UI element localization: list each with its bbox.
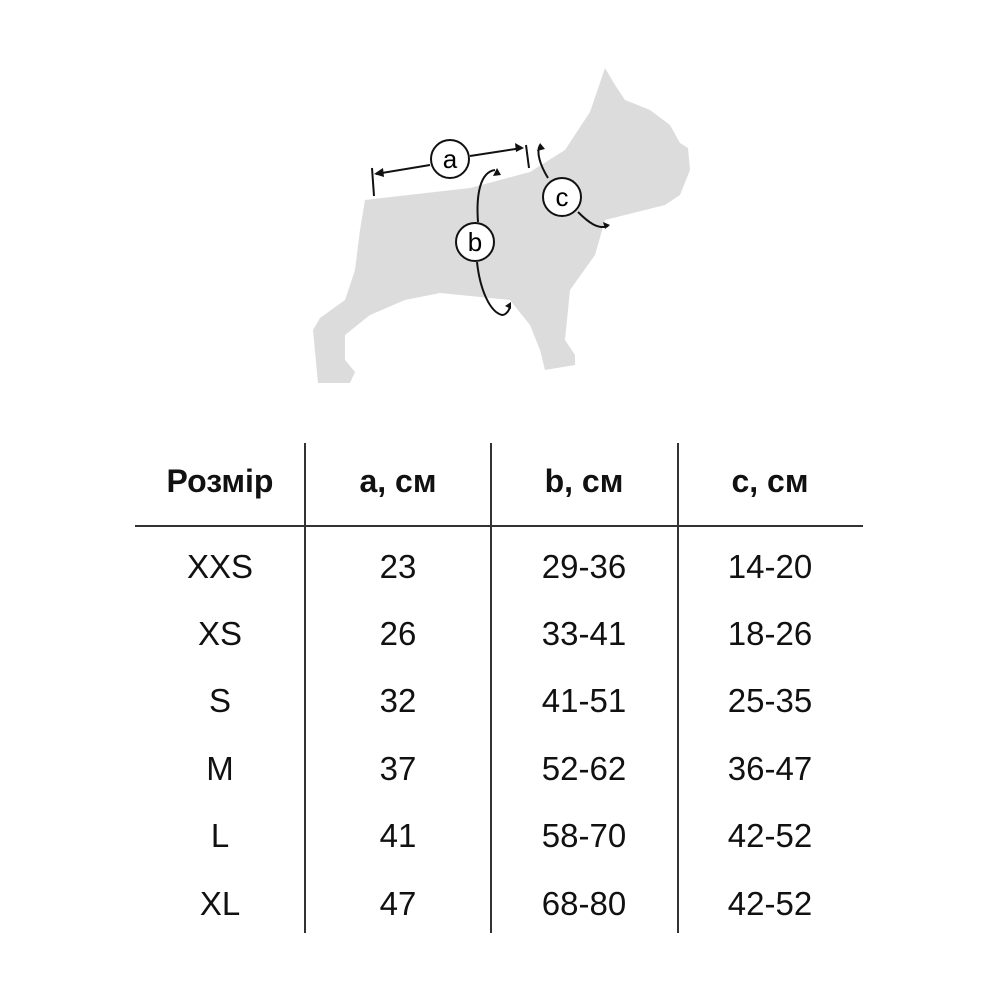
table-cell: 37 <box>379 750 417 787</box>
column-divider <box>677 443 679 933</box>
table-cell: 26 <box>379 615 417 652</box>
table-cell: 58-70 <box>541 817 627 854</box>
label-a-marker: a <box>430 139 470 179</box>
svg-text:a: a <box>443 144 458 174</box>
header-divider <box>135 525 863 527</box>
table-cell: 33-41 <box>541 615 627 652</box>
table-cell: 41 <box>379 817 417 854</box>
table-cell: 29-36 <box>541 548 627 585</box>
table-cell: XL <box>199 885 241 922</box>
table-cell: XS <box>197 615 243 652</box>
measurement-lines <box>371 144 609 317</box>
table-cell: 42-52 <box>727 817 813 854</box>
label-c-marker: c <box>542 177 582 217</box>
table-cell: 36-47 <box>727 750 813 787</box>
column-header: b, см <box>544 463 624 499</box>
column-header: Розмір <box>166 463 274 499</box>
table-cell: 42-52 <box>727 885 813 922</box>
column-header: a, см <box>359 463 437 499</box>
column-header: c, см <box>731 463 809 499</box>
table-cell: 41-51 <box>541 682 627 719</box>
table-cell: L <box>210 817 230 854</box>
table-cell: 18-26 <box>727 615 813 652</box>
table-cell: 14-20 <box>727 548 813 585</box>
svg-text:b: b <box>468 227 482 257</box>
table-cell: M <box>206 750 234 787</box>
table-cell: 47 <box>379 885 417 922</box>
table-cell: 52-62 <box>541 750 627 787</box>
column-divider <box>490 443 492 933</box>
table-cell: 68-80 <box>541 885 627 922</box>
svg-text:c: c <box>556 182 569 212</box>
table-cell: 25-35 <box>727 682 813 719</box>
dog-measurement-diagram: a b c <box>313 68 690 383</box>
label-b-marker: b <box>455 222 495 262</box>
table-cell: 23 <box>379 548 417 585</box>
dog-silhouette <box>313 68 690 383</box>
table-cell: 32 <box>379 682 417 719</box>
table-cell: S <box>208 682 231 719</box>
arrowheads <box>374 143 610 309</box>
table-cell: XXS <box>186 548 254 585</box>
column-divider <box>304 443 306 933</box>
